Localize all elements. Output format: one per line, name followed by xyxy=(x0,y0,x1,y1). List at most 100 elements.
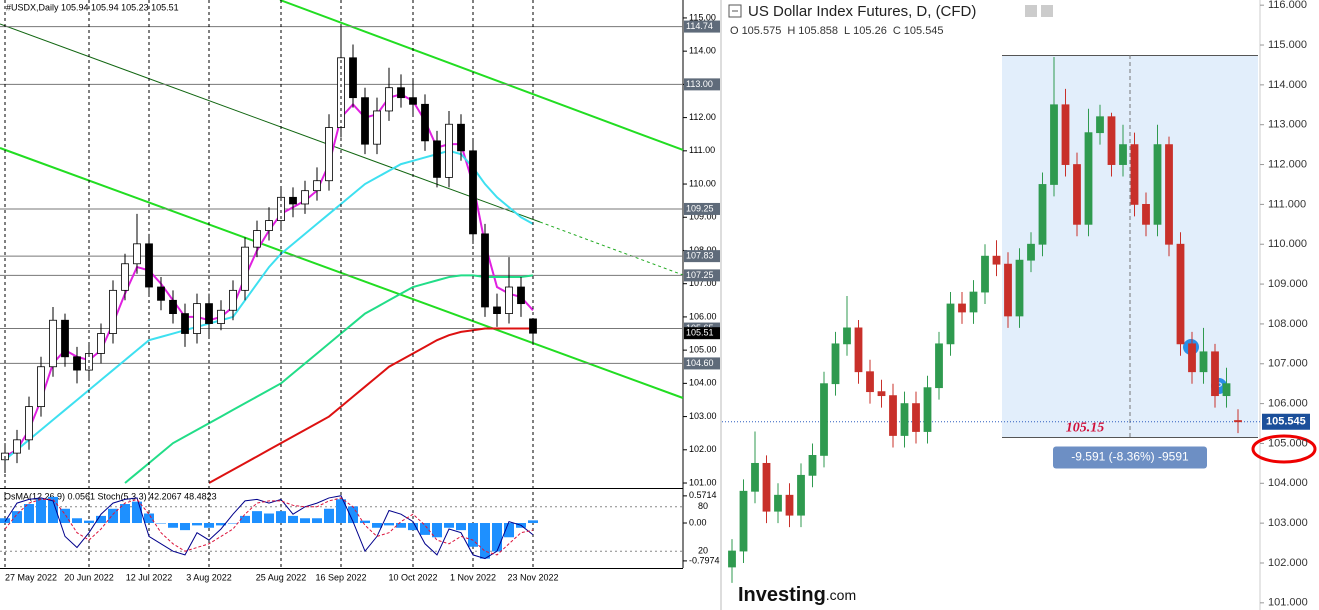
candle-body xyxy=(1130,144,1139,205)
level-label: 114.74 xyxy=(686,21,713,31)
osma-bar xyxy=(384,523,394,526)
level-label: 113.00 xyxy=(686,79,713,89)
level-tag xyxy=(684,20,720,33)
osma-bar xyxy=(204,523,214,528)
osma-bar xyxy=(324,508,334,524)
y-tick-label: 109.00 xyxy=(689,212,717,222)
line xyxy=(208,327,533,484)
level-tag xyxy=(684,357,720,370)
left-title: #USDX,Daily 105.94 105.94 105.23 105.51 xyxy=(6,2,179,12)
measure-low-label: 105.15 xyxy=(1066,421,1105,436)
candle-body xyxy=(61,319,69,358)
osma-bar xyxy=(48,496,58,524)
y-tick-label: 20 xyxy=(698,546,708,556)
candle-body xyxy=(912,403,920,432)
candle-body xyxy=(866,371,874,393)
candle-body xyxy=(445,123,453,178)
osma-bar xyxy=(84,520,94,524)
candle-body xyxy=(517,286,525,305)
settings-icon[interactable] xyxy=(1025,5,1037,17)
candle-body xyxy=(762,462,771,512)
osma-bar xyxy=(108,508,118,524)
logo-name: Investing xyxy=(738,584,826,606)
candle-body xyxy=(121,263,129,291)
candle-body xyxy=(301,190,309,205)
candle-body xyxy=(958,303,966,313)
candle-body xyxy=(1004,263,1012,317)
candle-body xyxy=(13,439,21,454)
osma-bar xyxy=(168,523,178,528)
y-tick-label: 112.000 xyxy=(1268,158,1307,170)
candle-body xyxy=(37,366,45,408)
candle-body xyxy=(797,474,805,516)
candle-body xyxy=(751,462,759,492)
ohlc-label: H xyxy=(787,25,795,37)
osma-bar xyxy=(252,511,262,524)
candle-body xyxy=(241,246,249,291)
candle-body xyxy=(981,255,989,293)
y-tick-label: 104.00 xyxy=(689,378,717,388)
x-tick-label: 3 Aug 2022 xyxy=(186,572,232,582)
collapse-icon[interactable] xyxy=(728,4,742,18)
line xyxy=(4,495,534,560)
y-tick-label: 101.000 xyxy=(1268,597,1308,609)
candle-body xyxy=(1084,132,1093,225)
measure-box-label xyxy=(1053,446,1207,469)
osma-bar xyxy=(504,523,514,538)
candle-body xyxy=(1096,116,1104,134)
candle-body xyxy=(774,494,782,512)
y-tick-label: 115.000 xyxy=(1268,39,1307,51)
candle-body xyxy=(169,299,177,314)
osma-bar xyxy=(24,504,34,524)
osma-bar xyxy=(240,515,250,524)
osma-bar xyxy=(312,518,322,524)
candle-body xyxy=(969,291,978,313)
candle-body xyxy=(289,196,297,205)
y-tick-label: 110.000 xyxy=(1268,238,1307,250)
ohlc-label: O xyxy=(730,25,739,37)
candle-body xyxy=(73,356,81,371)
level-label: 107.25 xyxy=(686,270,714,280)
close-icon[interactable] xyxy=(1041,5,1053,17)
candle-body xyxy=(1153,144,1162,225)
osma-bar xyxy=(180,523,190,531)
line xyxy=(4,149,534,461)
candle-body xyxy=(421,103,429,142)
ohlc-value: 105.26 xyxy=(853,25,887,37)
candle-body xyxy=(229,289,237,311)
candle-body xyxy=(313,180,321,192)
osma-bar xyxy=(144,513,154,524)
candle-body xyxy=(1165,144,1173,245)
y-tick-label: 113.000 xyxy=(1268,119,1307,131)
candle-body xyxy=(889,395,897,436)
y-tick-label: 106.00 xyxy=(689,311,717,321)
osma-bar xyxy=(348,506,358,524)
level-label: 109.25 xyxy=(686,203,714,213)
osma-bar xyxy=(228,523,238,524)
ohlc-label: C xyxy=(893,25,901,37)
osma-bar xyxy=(36,499,46,524)
x-tick-label: 27 May 2022 xyxy=(5,572,57,582)
candle-body xyxy=(253,230,261,248)
logo-suffix: .com xyxy=(826,587,856,603)
osma-bar xyxy=(300,518,310,524)
level-tag xyxy=(684,78,720,91)
y-tick-label: 107.000 xyxy=(1268,358,1308,370)
marker-text: P xyxy=(1216,382,1223,393)
candle-body xyxy=(433,140,441,178)
candle-body xyxy=(1061,104,1070,165)
candle-body xyxy=(505,286,513,314)
y-tick-label: 0.5714 xyxy=(689,490,717,500)
y-tick-label: 108.000 xyxy=(1268,318,1308,330)
candle-body xyxy=(385,87,393,112)
osma-bar xyxy=(528,520,538,524)
indicator-title: OsMA(12,26,9) 0.0561 Stoch(5,3,3) 42.206… xyxy=(4,491,217,501)
candle-body xyxy=(923,387,932,432)
osma-bar xyxy=(120,504,130,524)
osma-bar xyxy=(72,518,82,524)
candle-body xyxy=(265,220,273,231)
level-label: 107.83 xyxy=(686,251,714,261)
x-tick-label: 25 Aug 2022 xyxy=(256,572,307,582)
osma-bar xyxy=(444,523,454,528)
y-tick-label: 107.00 xyxy=(689,278,717,288)
